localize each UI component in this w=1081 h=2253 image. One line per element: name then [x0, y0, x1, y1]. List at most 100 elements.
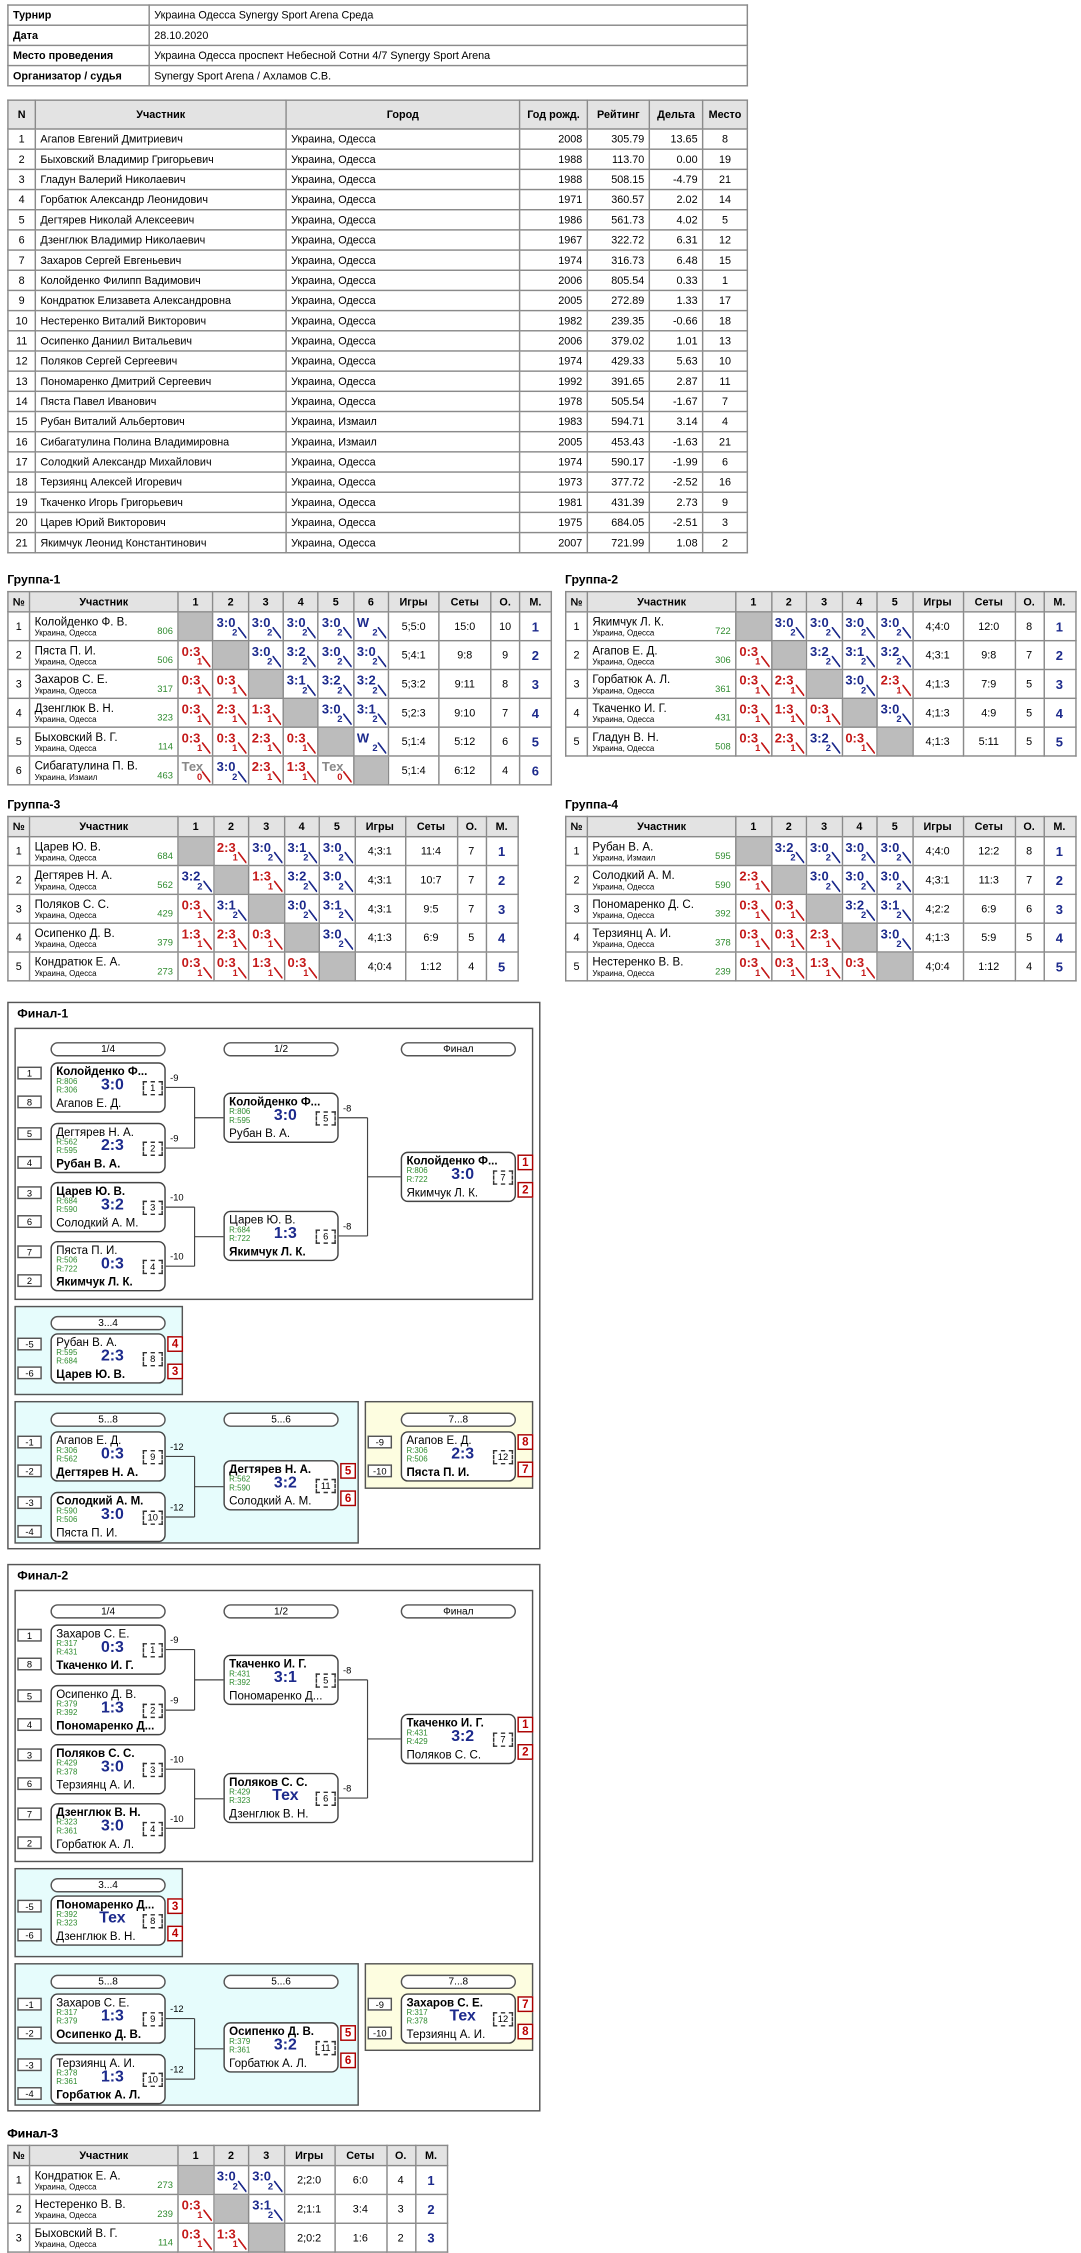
points: 7: [1013, 864, 1045, 896]
slash: [866, 626, 875, 639]
score-points: 1: [197, 2239, 203, 2250]
points: 5: [1013, 697, 1045, 728]
cell: Украина, Измаил: [285, 410, 521, 433]
participant-row: 8 Колойденко Филипп Вадимович Украина, Оде…: [7, 269, 749, 292]
cell: 11: [701, 370, 749, 393]
score-cell: 2:3 1: [212, 922, 250, 953]
player-rating: 239: [157, 2209, 173, 2220]
cell: Якимчук Леонид Константинович: [34, 531, 287, 554]
player-name: Пономаренко Д...: [56, 1719, 155, 1733]
score-points: 2: [825, 628, 831, 639]
cell: Украина, Одесса: [285, 289, 521, 312]
cell: 379.02: [586, 330, 651, 352]
player-rating: R:506: [56, 1516, 78, 1525]
score: 0:3: [181, 2226, 201, 2242]
score-cell: 3:0 2: [282, 611, 319, 642]
slash: [830, 655, 840, 668]
score-points: 1: [197, 657, 203, 668]
cell: 508.15: [586, 168, 651, 191]
score: 0:3: [739, 926, 759, 942]
place: 2: [414, 2193, 448, 2224]
stage-label: 5...8: [50, 1974, 166, 1990]
score-points: 1: [790, 939, 796, 950]
column-header: М.: [485, 815, 519, 838]
slash: [830, 626, 840, 639]
slash: [901, 938, 911, 950]
place-box: 6: [340, 1490, 357, 1507]
match-number: 10: [142, 1510, 163, 1525]
player-cell: Сибагатулина П. В. Украина, Измаил 463: [28, 755, 179, 786]
cell: 13: [701, 330, 749, 352]
player-name: Гладун В. Н.: [592, 730, 659, 744]
cell: 1988: [518, 148, 589, 171]
seed: -6: [17, 1928, 42, 1942]
seed: -1: [17, 1435, 42, 1449]
score: 3:0: [251, 615, 271, 630]
column-header: Игры: [387, 590, 440, 613]
player-name: Горбатюк А. Л.: [229, 2056, 308, 2070]
cell: 1988: [518, 168, 589, 191]
match-score: 3:2: [273, 1474, 297, 1492]
games: 5;2:3: [387, 697, 440, 728]
player-rating: 379: [157, 938, 173, 949]
player-cell: Поляков С. С. Украина, Одесса 429: [28, 893, 179, 924]
score: 0:3: [216, 673, 236, 688]
participant-row: 12 Поляков Сергей Сергеевич Украина, Одесс…: [7, 350, 749, 372]
match: Захаров С. Е. R:317 Терзиянц А. И. R:378 Тех…: [400, 1993, 516, 2044]
cell: 10: [701, 350, 749, 372]
self-cell: [841, 697, 878, 728]
match-number: 11: [315, 1478, 336, 1494]
score: 3:2: [880, 644, 900, 659]
match-number: 4: [142, 1821, 163, 1837]
score-cell: 3:0 2: [770, 611, 808, 642]
score-cell: Тех 0: [317, 755, 355, 786]
score-points: 0: [197, 772, 203, 783]
stage-label: Финал: [400, 1042, 516, 1057]
loser-next: -9: [170, 1696, 179, 1707]
score: 3:0: [880, 926, 900, 942]
final-title: Финал-3: [7, 2125, 59, 2141]
cell: 4: [7, 188, 37, 211]
player-cell: Нестеренко В. В. Украина, Одесса 239: [586, 951, 737, 982]
group-row: 5 Гладун В. Н. Украина, Одесса 508 0:3 1 2:3 1 3…: [565, 726, 1076, 757]
cell: 14: [701, 188, 749, 211]
seed: -3: [17, 1496, 42, 1510]
sets: 11:3: [962, 864, 1016, 896]
score-points: 2: [790, 853, 796, 864]
games: 4;3:1: [353, 835, 406, 867]
player-rating: R:595: [56, 1349, 78, 1358]
score-points: 2: [267, 2211, 274, 2222]
group-row: 4 Дзенглюк В. Н. Украина, Одесса 323 0:3 1 2:3…: [7, 697, 552, 728]
points: 5: [456, 922, 487, 953]
score-cell: 3:0 2: [805, 611, 843, 642]
player-city: Украина, Одесса: [592, 912, 655, 922]
column-header: М.: [414, 2144, 448, 2167]
score-cell: 0:3 1: [735, 697, 772, 728]
match-score: 3:0: [273, 1106, 297, 1125]
slash: [795, 851, 805, 864]
match-score: 3:0: [100, 1758, 124, 1776]
slash: [901, 684, 911, 697]
match-score: 2:3: [100, 1137, 124, 1155]
slash: [273, 2209, 282, 2222]
slash: [272, 771, 282, 783]
score-points: 1: [303, 968, 309, 979]
score-cell: 0:3 1: [735, 922, 772, 953]
score-cell: 0:3 1: [282, 726, 319, 757]
score-points: 2: [372, 743, 378, 754]
player-city: Украина, Одесса: [592, 716, 655, 725]
sets: 9:8: [962, 639, 1016, 671]
player-rating: R:684: [229, 1226, 251, 1236]
score: 3:0: [845, 615, 865, 630]
cell: 16: [701, 471, 749, 493]
cell: 12: [7, 350, 37, 372]
self-cell: [282, 697, 319, 728]
match-score: 3:0: [100, 1076, 124, 1094]
info-label: Дата: [7, 24, 150, 47]
slash: [760, 713, 769, 725]
player-rating: R:317: [56, 1640, 78, 1649]
column-header: 1: [177, 590, 214, 613]
score-points: 2: [303, 882, 309, 893]
score-cell: 3:0 2: [876, 864, 914, 896]
cell: Украина, Одесса: [285, 309, 521, 332]
